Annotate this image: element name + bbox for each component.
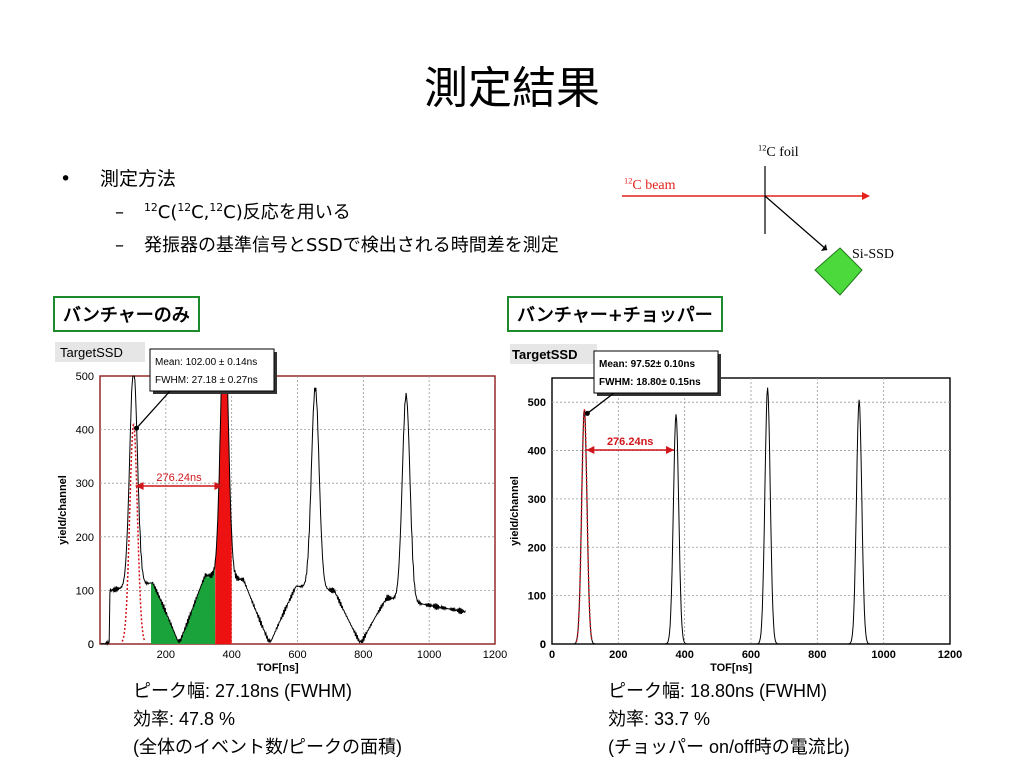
stats-mean: Mean: 102.00 ± 0.14ns [155,357,257,368]
sup-text: 12 [177,201,192,214]
stats-fwhm: FWHM: 27.18 ± 0.27ns [155,375,258,386]
scatter-arrow-icon [821,244,827,251]
x-tick-label: 1200 [938,649,962,661]
x-tick-label: 800 [808,649,826,661]
bullet-sub-2-text: 発振器の基準信号とSSDで検出される時間差を測定 [144,235,559,256]
y-tick-label: 300 [528,494,546,506]
x-tick-label: 600 [742,649,760,661]
interval-label: 276.24ns [156,472,202,484]
y-tick-label: 500 [528,397,546,409]
stats-box [593,350,719,394]
bullet-sub-1: – 12C(12C,12C)反応を用いる [60,196,559,229]
sup-text: 12 [144,201,158,214]
interval-arrow-left-icon [586,446,595,454]
interval-arrow-left-icon [135,482,144,490]
y-axis-label: yield/channel [57,475,69,545]
left-chart: TargetSSD 0 100 200 300 400 500 200 400 600 800 100… [55,342,507,674]
sub-text: C)反応を用いる [223,202,351,223]
bullet-main: • 測定方法 [60,163,559,196]
right-panel-label: バンチャー+チョッパー [507,296,723,332]
left-caption-width: ピーク幅: 27.18ns (FWHM) [133,681,353,701]
foil-label-text: C foil [766,145,799,160]
y-tick-label: 200 [528,542,546,554]
stats-title-bg [55,342,145,362]
stats-title-bg [510,344,597,364]
foil-sup: 12 [758,143,767,153]
right-caption-note: (チョッパー on/off時の電流比) [608,737,850,757]
y-tick-label: 0 [88,639,94,651]
beam-label: 12C beam [624,176,676,194]
page-title: 測定結果 [424,63,600,114]
x-tick-label: 1000 [871,649,895,661]
x-tick-label: 200 [157,649,175,661]
stats-title: TargetSSD [60,345,123,360]
y-tick-label: 0 [88,639,94,651]
x-tick-label: 1200 [483,649,507,661]
pointer-arrow-icon [584,410,590,416]
y-tick-label: 0 [540,639,546,651]
data-series-line [100,375,466,646]
pointer-line [586,392,615,414]
right-caption-width: ピーク幅: 18.80ns (FWHM) [608,681,828,701]
y-tick-label: 500 [76,371,94,383]
fit-curve [575,409,593,642]
x-tick-label: 0 [549,649,555,661]
y-tick-label: 0 [540,639,546,651]
y-tick-label: 400 [528,446,546,458]
fit-curve [121,423,146,642]
highlight-region [215,376,232,644]
x-axis-label: TOF[ns] [710,662,752,674]
foil-label: 12C foil [758,143,799,161]
x-tick-label: 1000 [417,649,441,661]
x-axis-label: TOF[ns] [257,662,299,674]
scatter-line [764,195,828,251]
bullet-main-text: 測定方法 [100,168,177,190]
sub-text: C( [157,202,178,223]
sup-text: 12 [209,201,224,214]
data-series-line [552,387,921,645]
interval-arrow-right-icon [666,446,675,454]
y-tick-label: 200 [76,532,94,544]
x-tick-label: 200 [609,649,627,661]
x-tick-label: 800 [354,649,372,661]
left-caption-eff: 効率: 47.8 % [133,709,236,729]
stats-fwhm: FWHM: 18.80± 0.15ns [599,377,701,388]
setup-diagram [622,166,870,296]
y-tick-label: 100 [528,591,546,603]
pointer-line [136,390,171,429]
beam-label-text: C beam [632,178,676,193]
x-tick-label: 600 [288,649,306,661]
detector-icon [814,247,863,296]
highlight-region [151,566,216,644]
dash-icon: – [115,202,124,223]
beam-sup: 12 [624,176,633,186]
left-caption-note: (全体のイベント数/ピークの面積) [133,737,402,757]
interval-label: 276.24ns [607,436,653,448]
pointer-arrow-icon [134,425,140,431]
sub-text: C, [191,202,210,223]
y-tick-label: 400 [76,425,94,437]
bullet-list: • 測定方法 – 12C(12C,12C)反応を用いる – 発振器の基準信号とS… [60,163,559,262]
bullet-sub-2: – 発振器の基準信号とSSDで検出される時間差を測定 [60,229,559,262]
detector-label: Si-SSD [852,247,895,262]
left-panel-label: バンチャーのみ [53,296,200,332]
left-caption: ピーク幅: 27.18ns (FWHM) 効率: 47.8 % (全体のイベント… [133,677,402,761]
dash-icon: – [115,235,124,256]
stats-mean: Mean: 97.52± 0.10ns [599,359,696,370]
x-tick-label: 400 [222,649,240,661]
y-axis-label: yield/channel [510,476,521,546]
right-chart: TargetSSD 0 100 200 300 400 500 0 200 400 600 800 10… [510,344,962,674]
x-tick-label: 400 [675,649,693,661]
interval-arrow-right-icon [214,482,223,490]
y-tick-label: 300 [76,478,94,490]
right-caption: ピーク幅: 18.80ns (FWHM) 効率: 33.7 % (チョッパー o… [608,677,850,761]
stats-box [149,348,275,392]
stats-title: TargetSSD [512,347,578,362]
bullet-dot-icon: • [60,168,72,190]
right-caption-eff: 効率: 33.7 % [608,709,711,729]
y-tick-label: 100 [76,585,94,597]
beam-arrow-icon [862,192,870,200]
